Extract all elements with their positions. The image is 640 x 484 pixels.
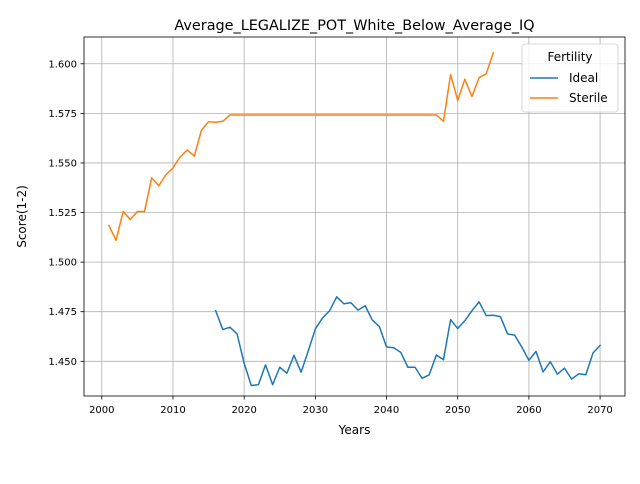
- x-tick-label: 2040: [374, 405, 399, 416]
- y-tick-label: 1.475: [48, 307, 77, 318]
- legend-title: Fertility: [547, 50, 592, 64]
- x-axis-label: Years: [338, 423, 371, 437]
- y-tick-label: 1.600: [48, 59, 77, 70]
- x-tick-label: 2070: [587, 405, 612, 416]
- legend: Fertility Ideal Sterile: [521, 43, 619, 113]
- x-tick-label: 2000: [89, 405, 114, 416]
- plot-frame: [83, 36, 626, 397]
- series-line-sterile: [107, 51, 495, 242]
- x-tick-label: 2050: [445, 405, 470, 416]
- y-axis-label: Score(1-2): [15, 185, 29, 248]
- x-tick-label: 2020: [231, 405, 256, 416]
- x-tick-label: 2030: [303, 405, 328, 416]
- legend-box: [521, 43, 619, 113]
- y-tick-label: 1.450: [48, 357, 77, 368]
- y-tick-label: 1.525: [48, 208, 77, 219]
- y-tick-label: 1.500: [48, 258, 77, 269]
- series-lines: [107, 51, 602, 387]
- x-tick-label: 2010: [160, 405, 185, 416]
- y-tick-label: 1.550: [48, 158, 77, 169]
- x-tick-label: 2060: [516, 405, 541, 416]
- chart-title: Average_LEGALIZE_POT_White_Below_Average…: [174, 18, 534, 34]
- series-line-ideal: [214, 296, 602, 387]
- legend-label-sterile: Sterile: [569, 91, 608, 105]
- y-tick-label: 1.575: [48, 109, 77, 120]
- legend-label-ideal: Ideal: [569, 71, 598, 85]
- axis-ticks: 2000 2010 2020 2030 2040 2050 2060 2070 1.450 1.4…: [48, 59, 612, 416]
